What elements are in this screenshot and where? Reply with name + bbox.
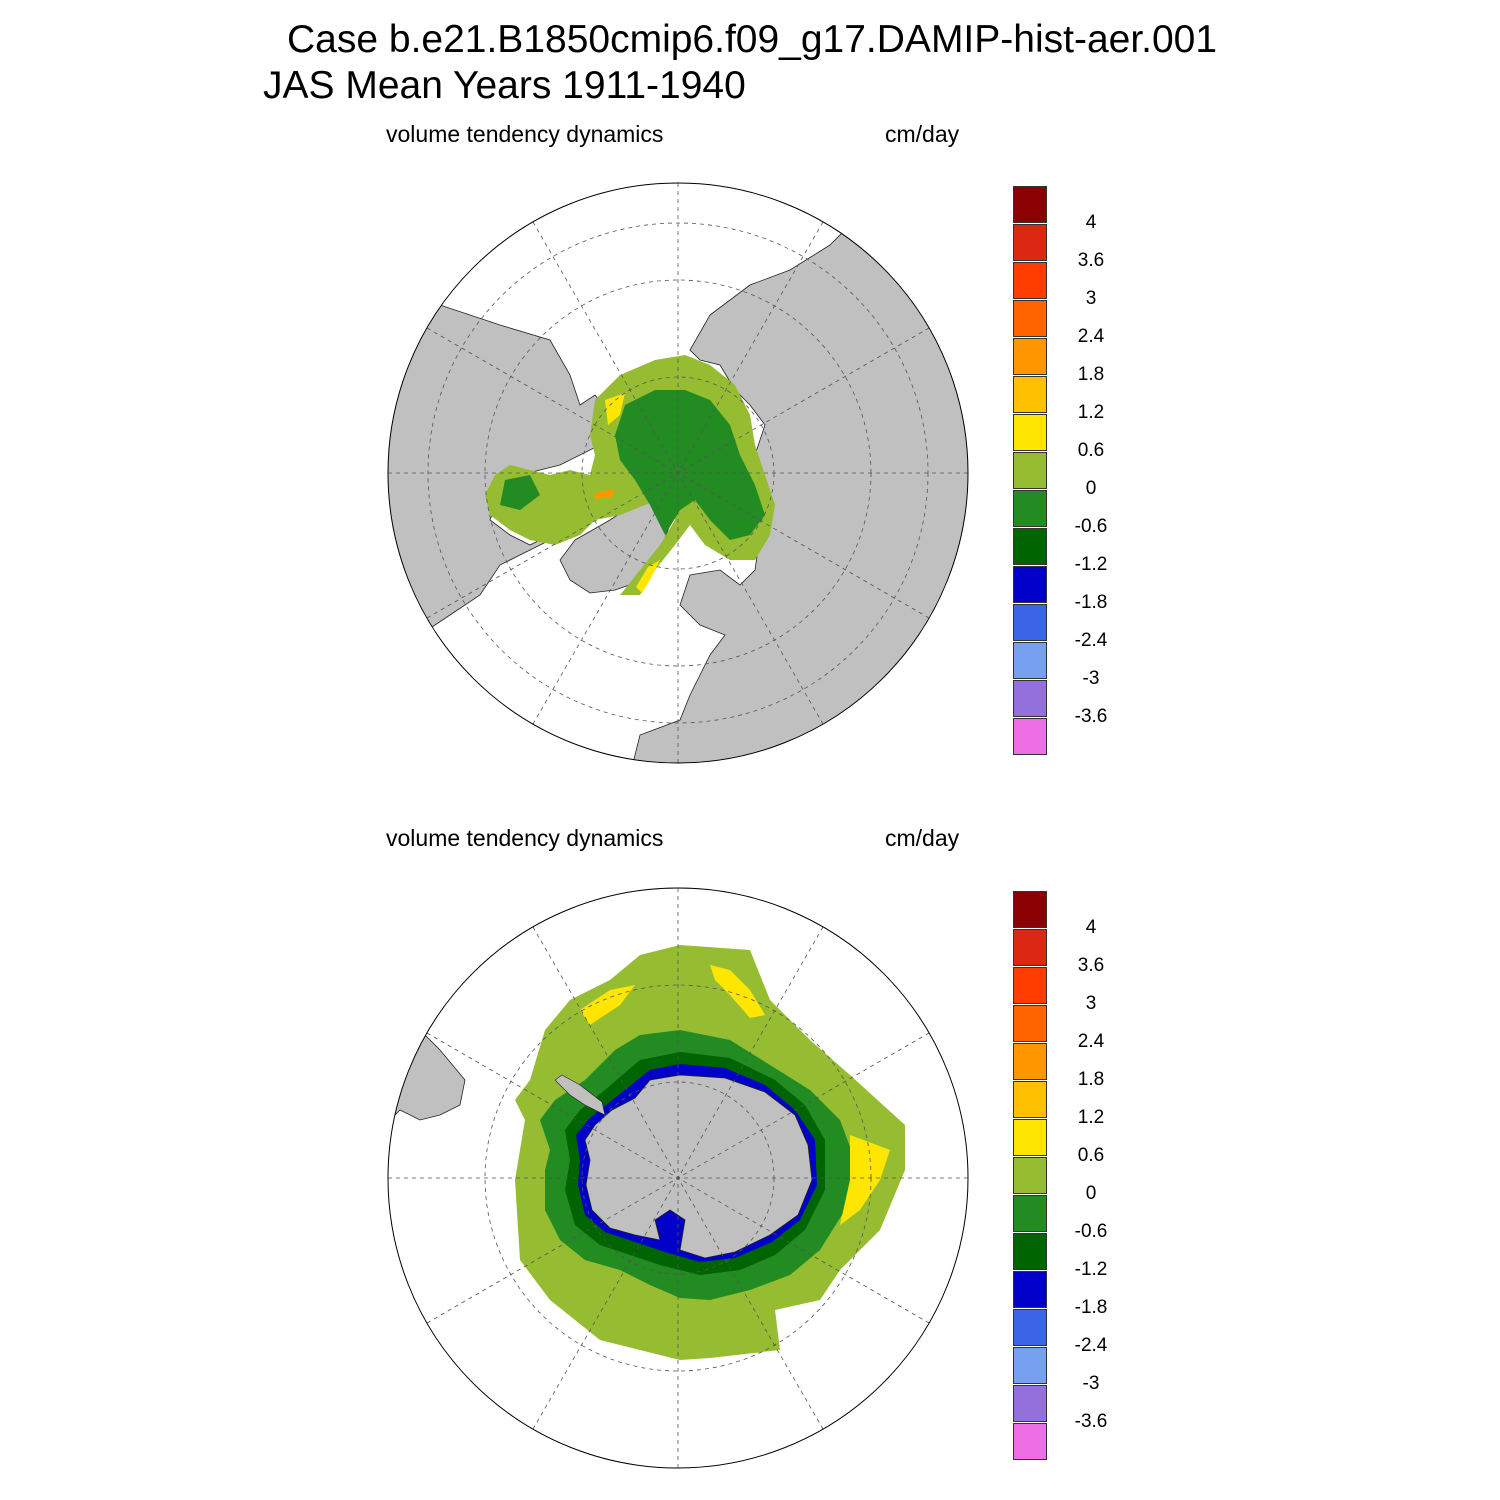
- south-colorbar-swatch: [1013, 1233, 1047, 1270]
- south-colorbar-label: 4: [1085, 917, 1097, 938]
- south-colorbar-label: 0.6: [1077, 1145, 1105, 1166]
- north-colorbar-label: 1.2: [1077, 402, 1105, 423]
- south-colorbar-label: -1.8: [1074, 1297, 1108, 1318]
- south-colorbar-label: -0.6: [1074, 1221, 1108, 1242]
- north-subtitle-units: cm/day: [885, 121, 960, 147]
- south-peninsula-land: [554, 1074, 606, 1116]
- north-colorbar-swatch: [1013, 300, 1047, 337]
- north-polar-map: [387, 182, 969, 764]
- figure-title-period: JAS Mean Years 1911-1940: [263, 64, 746, 107]
- north-colorbar-label: -1.8: [1074, 592, 1108, 613]
- south-colorbar-swatch: [1013, 891, 1047, 928]
- north-america-land: [388, 294, 611, 646]
- north-colorbar-swatch: [1013, 528, 1047, 565]
- south-colorbar-swatch: [1013, 1347, 1047, 1384]
- north-colorbar-label: -3.6: [1074, 706, 1108, 727]
- north-colorbar: 4 3.6 3 2.4 1.8 1.2 0.6 0 -0.6 -1.2 -1.8 -2.4 -3 -3.6: [1013, 186, 1107, 758]
- north-map-border: [387, 182, 969, 764]
- south-colorbar-swatch: [1013, 929, 1047, 966]
- south-colorbar-swatch: [1013, 1119, 1047, 1156]
- north-colorbar-swatch: [1013, 376, 1047, 413]
- south-colorbar-swatch: [1013, 1271, 1047, 1308]
- south-colorbar-swatch: [1013, 1423, 1047, 1460]
- north-colorbar-swatch: [1013, 642, 1047, 679]
- south-map-border: [387, 887, 969, 1469]
- north-colorbar-label: -3: [1082, 668, 1100, 689]
- north-sea-ice-green-west: [500, 475, 540, 510]
- south-colorbar-swatch: [1013, 967, 1047, 1004]
- south-graticule: [388, 888, 968, 1468]
- south-colorbar-label: -3: [1082, 1373, 1100, 1394]
- north-colorbar-swatch: [1013, 452, 1047, 489]
- north-colorbar-swatch: [1013, 718, 1047, 755]
- north-colorbar-swatch: [1013, 186, 1047, 223]
- south-colorbar-label: -2.4: [1074, 1335, 1108, 1356]
- south-colorbar-label: 3.6: [1077, 955, 1105, 976]
- south-colorbar-label: -3.6: [1074, 1411, 1108, 1432]
- north-colorbar-swatch: [1013, 338, 1047, 375]
- north-colorbar-label: 1.8: [1077, 364, 1105, 385]
- north-colorbar-swatch: [1013, 262, 1047, 299]
- north-colorbar-swatch: [1013, 680, 1047, 717]
- south-colorbar-label: -1.2: [1074, 1259, 1108, 1280]
- south-subtitle-variable: volume tendency dynamics: [386, 825, 664, 851]
- south-colorbar-label: 2.4: [1077, 1031, 1105, 1052]
- south-colorbar-label: 1.8: [1077, 1069, 1105, 1090]
- south-colorbar-swatch: [1013, 1005, 1047, 1042]
- north-colorbar-label: -2.4: [1074, 630, 1108, 651]
- south-colorbar-swatch: [1013, 1309, 1047, 1346]
- south-subtitle-units: cm/day: [885, 825, 960, 851]
- north-colorbar-swatch: [1013, 414, 1047, 451]
- south-colorbar-swatch: [1013, 1081, 1047, 1118]
- south-colorbar-label: 1.2: [1077, 1107, 1105, 1128]
- north-colorbar-label: -0.6: [1074, 516, 1108, 537]
- south-colorbar: 4 3.6 3 2.4 1.8 1.2 0.6 0 -0.6 -1.2 -1.8 -2.4 -3 -3.6: [1013, 891, 1107, 1463]
- north-colorbar-label: 0.6: [1077, 440, 1105, 461]
- north-sea-ice-yellow: [605, 393, 660, 593]
- south-colorbar-swatch: [1013, 1043, 1047, 1080]
- south-polar-map: [387, 887, 969, 1469]
- north-colorbar-label: 4: [1085, 212, 1097, 233]
- north-colorbar-swatch: [1013, 224, 1047, 261]
- north-colorbar-label: 3.6: [1077, 250, 1105, 271]
- north-subtitle-variable: volume tendency dynamics: [386, 121, 664, 147]
- north-colorbar-swatch: [1013, 566, 1047, 603]
- south-sea-ice-yellow: [580, 965, 890, 1225]
- north-colorbar-label: 2.4: [1077, 326, 1105, 347]
- north-sea-ice-orange: [594, 489, 615, 499]
- north-sea-ice-green: [615, 390, 765, 540]
- south-colorbar-swatch: [1013, 1385, 1047, 1422]
- south-colorbar-label: 0: [1085, 1183, 1097, 1204]
- figure-title-case: Case b.e21.B1850cmip6.f09_g17.DAMIP-hist…: [287, 18, 1218, 61]
- north-colorbar-swatch: [1013, 604, 1047, 641]
- south-colorbar-swatch: [1013, 1195, 1047, 1232]
- north-colorbar-label: 3: [1085, 288, 1097, 309]
- south-colorbar-label: 3: [1085, 993, 1097, 1014]
- south-colorbar-swatch: [1013, 1157, 1047, 1194]
- north-colorbar-label: -1.2: [1074, 554, 1108, 575]
- north-graticule: [388, 183, 968, 763]
- north-colorbar-swatch: [1013, 490, 1047, 527]
- north-colorbar-label: 0: [1085, 478, 1097, 499]
